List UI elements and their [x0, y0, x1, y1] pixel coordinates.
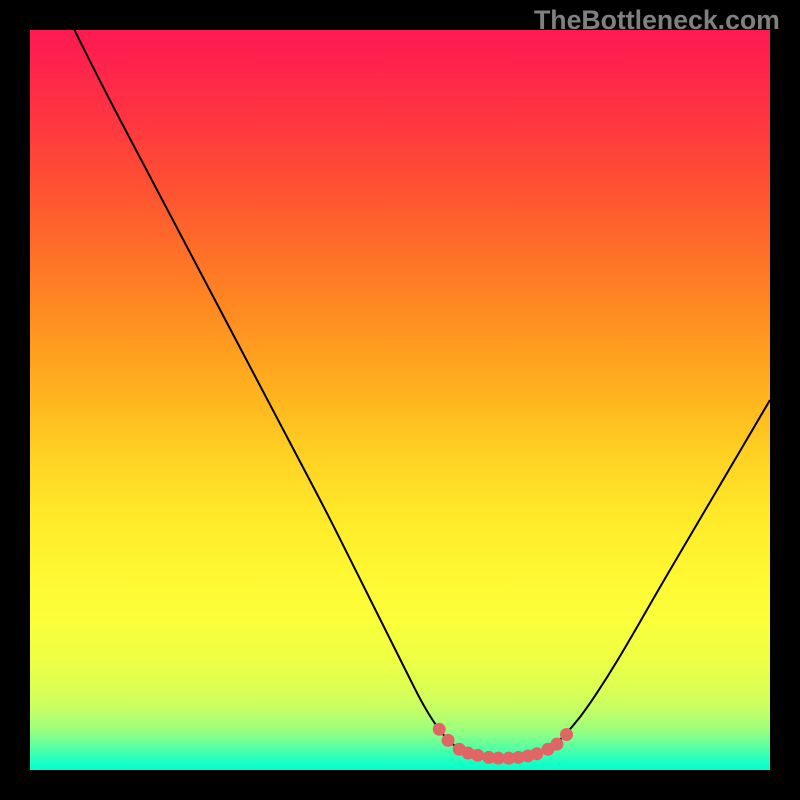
watermark-text: TheBottleneck.com: [534, 5, 780, 36]
marker-point: [442, 734, 454, 746]
marker-point: [561, 728, 573, 740]
marker-point: [531, 748, 543, 760]
marker-point: [433, 723, 445, 735]
bottleneck-chart: [0, 0, 800, 800]
marker-point: [472, 749, 484, 761]
marker-point: [551, 738, 563, 750]
